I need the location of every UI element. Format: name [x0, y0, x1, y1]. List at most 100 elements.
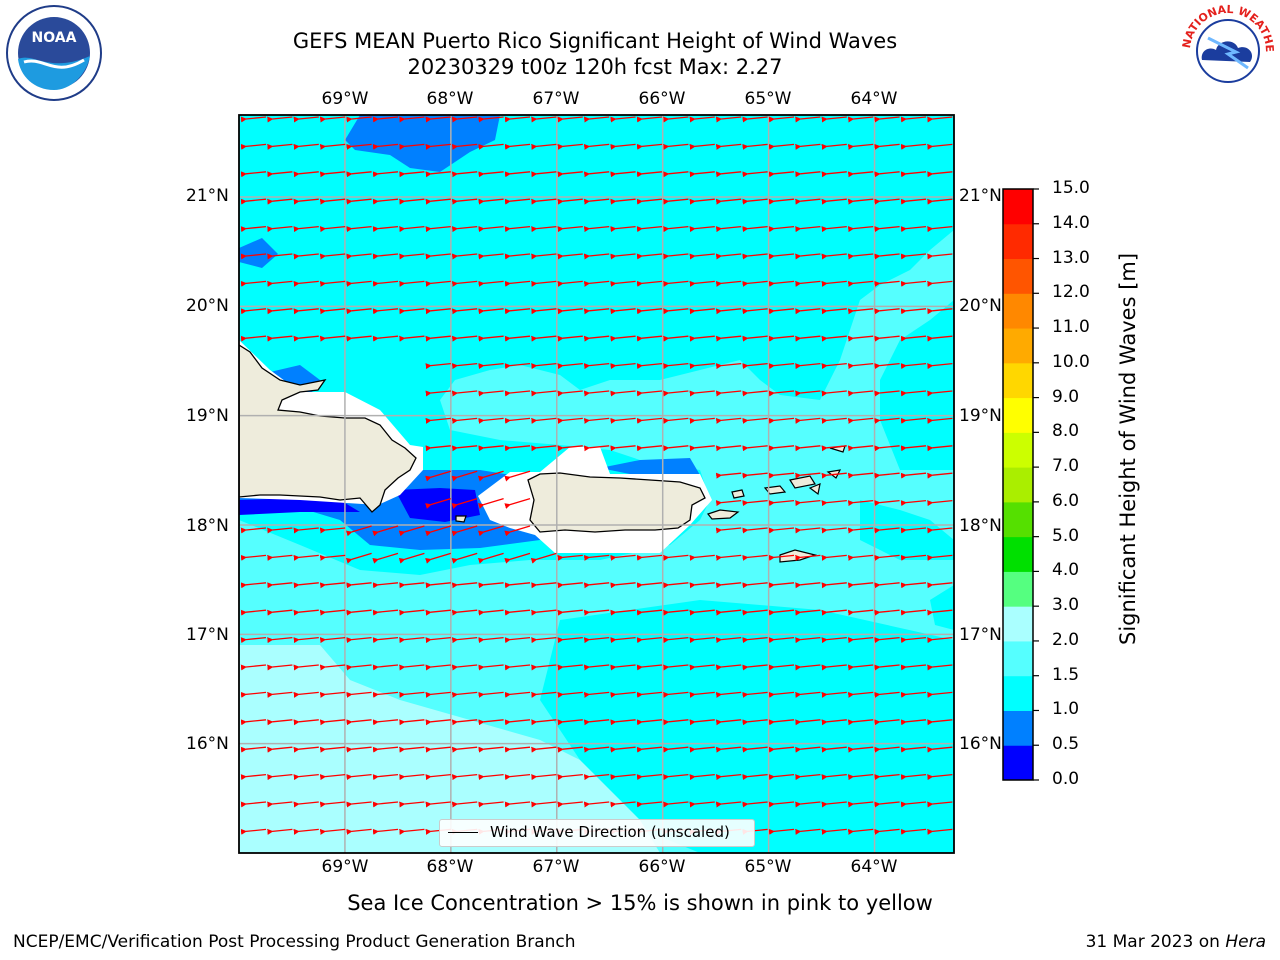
sea-ice-note: Sea Ice Concentration > 15% is shown in …	[347, 891, 933, 915]
wave-direction-arrow	[583, 554, 610, 561]
wave-direction-arrow	[267, 801, 293, 808]
wave-direction-arrow	[346, 582, 372, 589]
wave-direction-arrow	[795, 116, 821, 123]
wave-direction-arrow	[927, 308, 953, 315]
wave-direction-arrow	[425, 362, 451, 370]
wave-direction-arrow	[293, 609, 319, 616]
wave-direction-arrow	[478, 390, 504, 397]
wave-direction-arrow	[451, 143, 478, 150]
wave-direction-arrow	[267, 664, 293, 671]
wave-direction-arrow	[927, 445, 953, 452]
wave-direction-arrow	[319, 746, 346, 753]
wave-direction-arrow	[319, 280, 346, 287]
wave-direction-arrow	[478, 198, 504, 205]
footer-machine: Hera	[1225, 932, 1266, 952]
wave-direction-arrow	[715, 472, 742, 479]
wave-direction-arrow	[821, 609, 847, 616]
wave-direction-arrow	[372, 525, 399, 537]
wave-direction-arrow	[530, 552, 557, 564]
wave-direction-arrow	[821, 116, 847, 123]
wave-direction-arrow	[927, 582, 953, 589]
wave-direction-arrow	[715, 417, 742, 424]
wave-direction-arrow	[399, 773, 425, 781]
wave-direction-arrow	[240, 308, 267, 315]
wave-direction-arrow	[504, 719, 531, 726]
wave-direction-arrow	[267, 609, 293, 616]
wave-direction-arrow	[768, 445, 795, 452]
wave-direction-arrow	[795, 609, 821, 616]
land-hispaniola	[239, 344, 417, 513]
colorbar-segment	[1003, 571, 1033, 607]
wave-direction-arrow	[372, 225, 399, 233]
wave-direction-arrow	[715, 445, 742, 452]
wave-direction-arrow	[319, 308, 346, 315]
wave-direction-arrow	[425, 801, 451, 808]
wave-direction-arrow	[847, 253, 874, 260]
wave-direction-arrow	[399, 746, 425, 753]
wave-direction-arrow	[372, 636, 399, 644]
wave-direction-arrow	[900, 801, 927, 808]
wave-direction-arrow	[768, 472, 795, 479]
wave-direction-arrow	[425, 171, 451, 178]
wave-direction-arrow	[451, 390, 478, 397]
wave-direction-arrow	[795, 499, 821, 507]
wave-direction-arrow	[689, 582, 715, 589]
wave-direction-arrow	[847, 719, 874, 726]
wave-direction-arrow	[663, 362, 689, 370]
wave-direction-arrow	[293, 664, 319, 671]
wave-direction-arrow	[425, 470, 451, 482]
wave-direction-arrow	[557, 198, 583, 205]
wave-direction-arrow	[478, 171, 504, 178]
wave-direction-arrow	[636, 417, 663, 424]
colorbar-tick-label: 3.0	[1052, 595, 1080, 616]
wave-direction-arrow	[451, 171, 478, 178]
wave-direction-arrow	[715, 664, 742, 671]
wave-direction-arrow	[715, 582, 742, 589]
wave-direction-arrow	[557, 253, 583, 260]
wave-direction-arrow	[425, 308, 451, 315]
lon-label-bottom-67w: 67°W	[532, 857, 580, 877]
wave-direction-arrow	[504, 198, 531, 205]
wave-direction-arrow	[372, 746, 399, 753]
wave-direction-arrow	[267, 116, 293, 123]
colorbar-tick-label: 4.0	[1052, 560, 1080, 581]
wave-direction-arrow	[557, 773, 583, 781]
wave-direction-arrow	[451, 773, 478, 781]
wave-direction-arrow	[319, 773, 346, 781]
wave-direction-arrow	[267, 171, 293, 178]
wave-direction-arrow	[451, 497, 478, 509]
wave-direction-arrow	[874, 143, 900, 150]
wave-direction-arrow	[425, 691, 451, 698]
wave-direction-arrow	[689, 719, 715, 726]
wave-direction-arrow	[715, 280, 742, 287]
wave-direction-arrow	[689, 198, 715, 205]
wave-direction-arrow	[477, 552, 504, 564]
wave-direction-arrow	[795, 773, 821, 781]
lon-label-bottom-66w: 66°W	[638, 857, 686, 877]
wave-direction-arrow	[821, 143, 847, 150]
wave-direction-arrow	[821, 417, 847, 424]
wave-direction-arrow	[451, 664, 478, 671]
wave-direction-arrow	[900, 362, 927, 370]
colorbar-tick-label: 15.0	[1052, 178, 1090, 198]
wave-direction-arrow	[267, 527, 293, 534]
wave-direction-arrow	[715, 390, 742, 397]
wave-direction-arrow	[768, 582, 795, 589]
wave-direction-arrow	[742, 308, 768, 315]
wave-direction-arrow	[610, 362, 636, 370]
wave-direction-arrow	[900, 582, 927, 589]
wave-direction-arrow	[927, 143, 953, 150]
wave-direction-arrow	[399, 116, 425, 123]
colorbar-tick-label: 1.5	[1052, 664, 1080, 685]
wave-direction-arrow	[900, 198, 927, 205]
contour-0.5-1.0-north	[345, 115, 500, 172]
lon-label-top-68w: 68°W	[426, 89, 474, 109]
wave-direction-arrow	[478, 445, 504, 452]
wave-direction-arrow	[900, 116, 927, 123]
wave-direction-arrow	[319, 719, 346, 726]
wave-direction-arrow	[795, 362, 821, 370]
wave-direction-arrow	[504, 171, 531, 178]
wave-direction-arrow	[478, 308, 504, 315]
wave-direction-arrow	[689, 801, 715, 808]
wave-direction-arrow	[742, 636, 768, 644]
